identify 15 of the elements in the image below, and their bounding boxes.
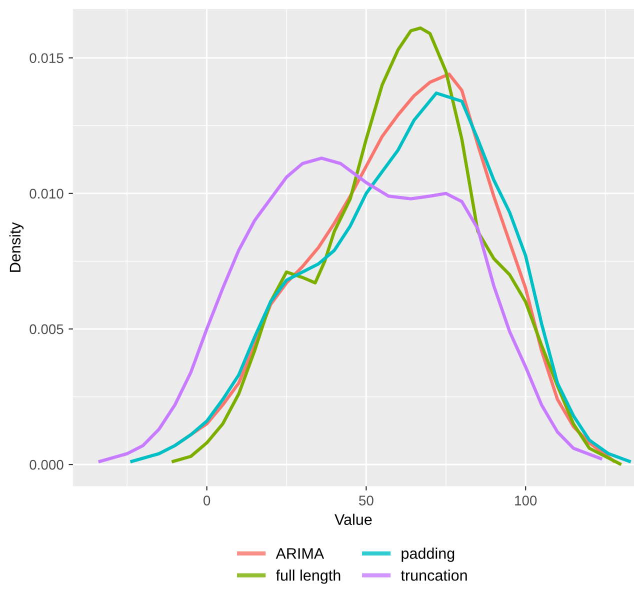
x-tick-label: 0 [203, 496, 210, 506]
line-series [128, 92, 632, 464]
y-tick-label: 0.010 [30, 188, 64, 199]
x-tick-label: 50 [359, 496, 374, 506]
y-tick-label: 0.000 [30, 460, 64, 470]
x-axis-title: Value [334, 514, 372, 525]
y-tick-label: 0.005 [30, 324, 64, 334]
y-axis-title: Density [9, 222, 24, 272]
x-tick-label: 100 [515, 496, 537, 506]
y-tick-label: 0.015 [30, 53, 64, 64]
line-series [96, 156, 604, 464]
legend-label: full length [276, 570, 340, 584]
legend-label: ARIMA [276, 548, 324, 559]
legend-label: truncation [400, 570, 467, 581]
legend-label: padding [402, 548, 454, 562]
